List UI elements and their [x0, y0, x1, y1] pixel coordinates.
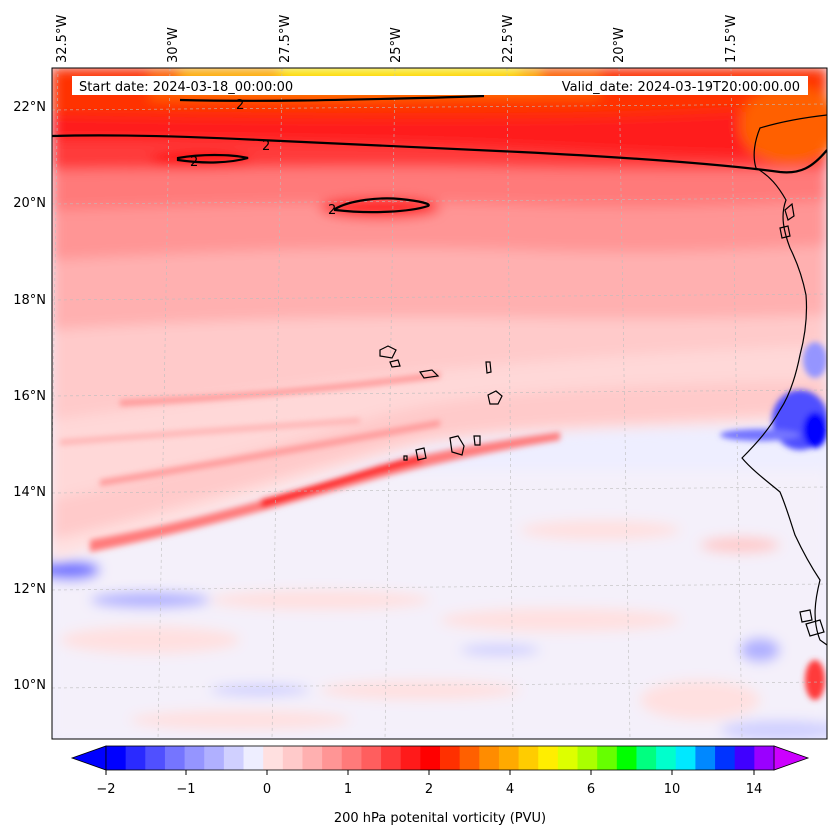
map-gridlines — [52, 68, 827, 739]
map-panel — [52, 68, 827, 739]
start-date-text: Start date: 2024-03-18_00:00:00 — [79, 80, 293, 95]
date-header-box — [72, 76, 808, 95]
colorbar-frame — [105, 745, 775, 771]
colorbar-bin — [263, 746, 284, 770]
lon-label: 17.5°W — [724, 15, 739, 63]
colorbar-tick-label: 0 — [263, 782, 271, 797]
pv-jet-streak — [60, 372, 560, 552]
map-frame — [51, 67, 828, 740]
colorbar-bin — [106, 746, 127, 770]
colorbar-bin — [381, 746, 402, 770]
colorbar-tick-label: −1 — [176, 782, 195, 797]
colorbar-bin — [557, 746, 578, 770]
lat-label: 22°N — [13, 100, 46, 115]
colorbar-tick-labels: −2 −1 0 1 2 4 6 10 14 — [96, 782, 762, 797]
colorbar-bin — [322, 746, 343, 770]
colorbar-bin — [145, 746, 166, 770]
lon-label: 20°W — [612, 27, 627, 63]
colorbar-bin — [164, 746, 185, 770]
lat-label: 14°N — [13, 485, 46, 500]
contour-label-group: 2 2 2 2 — [190, 98, 336, 218]
latitude-labels: 22°N 20°N 18°N 16°N 14°N 12°N 10°N — [13, 100, 46, 693]
colorbar-bin — [656, 746, 677, 770]
colorbar-bin — [577, 746, 598, 770]
lat-label: 18°N — [13, 293, 46, 308]
colorbar-bin — [538, 746, 559, 770]
colorbar-bin — [479, 746, 500, 770]
colorbar-tick-label: 10 — [664, 782, 681, 797]
lon-label: 30°W — [166, 27, 181, 63]
lat-label: 12°N — [13, 582, 46, 597]
lon-label: 27.5°W — [278, 15, 293, 63]
colorbar: −2 −1 0 1 2 4 6 10 14 200 hPa potenital … — [70, 745, 810, 826]
colorbar-bin — [400, 746, 421, 770]
colorbar-bin — [636, 746, 657, 770]
colorbar-tick-label: 4 — [506, 782, 514, 797]
colorbar-bin — [695, 746, 716, 770]
colorbar-bin — [459, 746, 480, 770]
colorbar-tick-label: 2 — [425, 782, 433, 797]
colorbar-bin — [361, 746, 382, 770]
colorbar-bin — [282, 746, 303, 770]
colorbar-bin — [597, 746, 618, 770]
colorbar-bins — [106, 746, 775, 770]
colorbar-bin — [498, 746, 519, 770]
longitude-labels: 32.5°W 30°W 27.5°W 25°W 22.5°W 20°W 17.5… — [55, 15, 739, 63]
contour-label: 2 — [236, 98, 244, 113]
colorbar-bin — [302, 746, 323, 770]
colorbar-tick-label: 1 — [344, 782, 352, 797]
colorbar-tick-label: 6 — [587, 782, 595, 797]
lon-label: 32.5°W — [55, 15, 70, 63]
lon-label: 25°W — [389, 27, 404, 63]
lat-label: 20°N — [13, 196, 46, 211]
colorbar-bin — [341, 746, 362, 770]
colorbar-bin — [734, 746, 755, 770]
coastlines — [379, 114, 827, 646]
colorbar-bin — [223, 746, 244, 770]
colorbar-bin — [754, 746, 775, 770]
colorbar-bin — [243, 746, 264, 770]
colorbar-bin — [204, 746, 225, 770]
contour-label: 2 — [262, 139, 270, 154]
contour-label: 2 — [190, 155, 198, 170]
colorbar-bin — [420, 746, 441, 770]
colorbar-bin — [675, 746, 696, 770]
colorbar-bin — [440, 746, 461, 770]
colorbar-ticks — [105, 770, 755, 775]
colorbar-bin — [616, 746, 637, 770]
colorbar-tick-label: 14 — [746, 782, 763, 797]
colorbar-bin — [125, 746, 146, 770]
colorbar-tick-label: −2 — [96, 782, 115, 797]
pv-blue-coastal — [720, 342, 827, 700]
colorbar-under-arrow — [70, 745, 107, 771]
lon-label: 22.5°W — [501, 15, 516, 63]
colorbar-bin — [715, 746, 736, 770]
colorbar-over-arrow — [773, 745, 810, 771]
colorbar-title: 200 hPa potenital vorticity (PVU) — [334, 811, 546, 826]
contour-label: 2 — [328, 203, 336, 218]
pv-2-contours — [52, 94, 827, 214]
colorbar-bin — [518, 746, 539, 770]
lat-label: 16°N — [13, 389, 46, 404]
colorbar-bin — [184, 746, 205, 770]
valid-date-text: Valid_date: 2024-03-19T20:00:00.00 — [562, 80, 800, 95]
lat-label: 10°N — [13, 678, 46, 693]
